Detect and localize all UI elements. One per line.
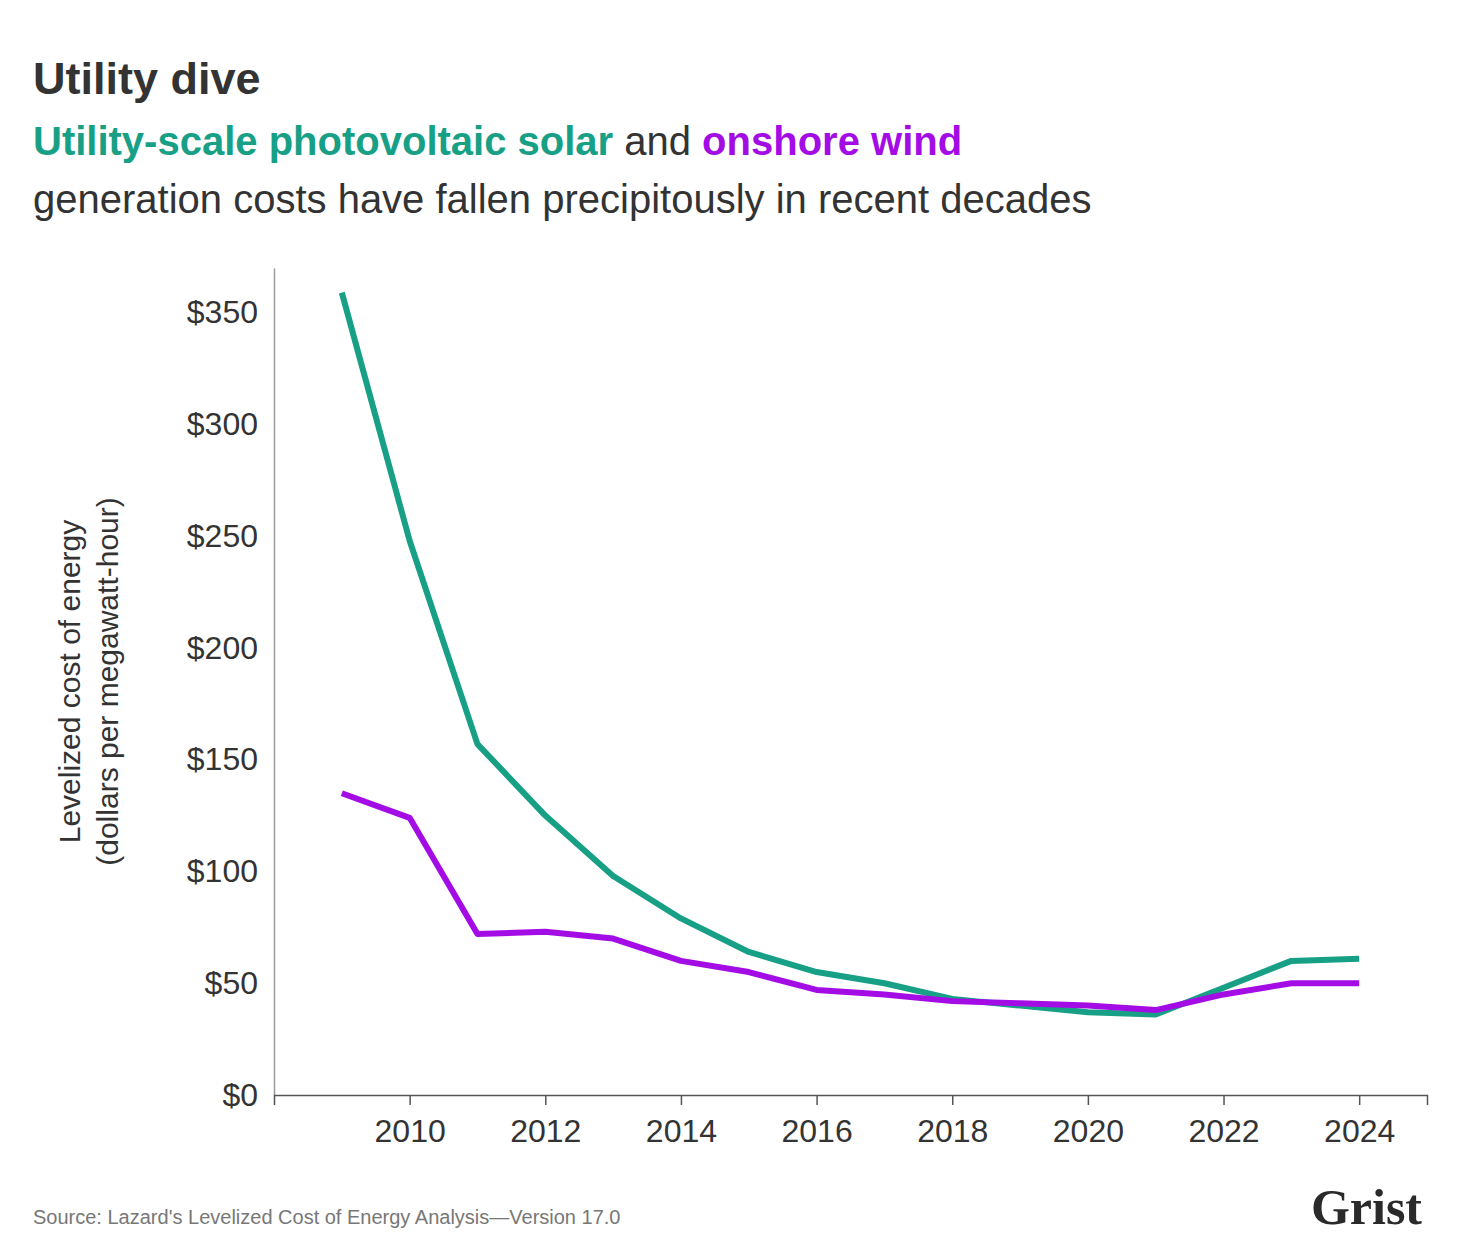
x-tick-label: 2012 <box>510 1113 581 1149</box>
x-axis-line <box>275 1096 1428 1106</box>
series-line <box>342 793 1359 1010</box>
x-tick: 2020 <box>1053 1095 1124 1149</box>
x-tick: 2022 <box>1188 1095 1259 1149</box>
y-tick-label: $150 <box>187 741 258 777</box>
chart-container: Utility dive Utility-scale photovoltaic s… <box>0 0 1459 1250</box>
y-axis-line <box>274 269 276 1096</box>
y-tick-label: $50 <box>205 965 258 1001</box>
subtitle-text: generation costs have fallen precipitous… <box>33 177 1091 221</box>
subtitle-series-name: onshore wind <box>702 119 962 163</box>
x-tick-label: 2014 <box>646 1113 717 1149</box>
subtitle-series-name: Utility-scale photovoltaic solar <box>33 119 613 163</box>
x-tick-label: 2024 <box>1324 1113 1395 1149</box>
x-tick: 2018 <box>917 1095 988 1149</box>
x-tick-label: 2018 <box>917 1113 988 1149</box>
chart-svg: Utility dive Utility-scale photovoltaic s… <box>0 0 1459 1250</box>
source: Source: Lazard's Levelized Cost of Energ… <box>33 1206 620 1228</box>
x-tick-mark <box>1088 1095 1090 1105</box>
x-axis: 2010 2012 2014 2016 2018 2020 2022 2024 <box>275 1095 1428 1149</box>
x-tick-mark <box>409 1095 411 1105</box>
y-tick: $100 <box>187 853 274 889</box>
brand-logo: Grist <box>1311 1179 1422 1235</box>
subtitle-text: and <box>613 119 702 163</box>
background <box>0 0 1459 1250</box>
y-tick: $200 <box>187 630 274 666</box>
x-tick-mark <box>952 1095 954 1105</box>
x-tick-label: 2020 <box>1053 1113 1124 1149</box>
x-tick: 2010 <box>375 1095 446 1149</box>
subtitle: Utility-scale photovoltaic solar and ons… <box>33 119 1091 221</box>
y-tick-label: $200 <box>187 630 258 666</box>
x-tick-mark <box>1223 1095 1225 1105</box>
y-tick: $50 <box>205 965 274 1001</box>
y-tick: $250 <box>187 518 274 554</box>
series-line <box>342 293 1359 1015</box>
x-tick: 2012 <box>510 1095 581 1149</box>
y-axis: $0 $50 $100 $150 $200 $250 $300 $350 <box>187 269 275 1113</box>
x-tick-mark <box>681 1095 683 1105</box>
x-tick-mark <box>1359 1095 1361 1105</box>
y-axis-title: (dollars per megawatt-hour) <box>91 497 124 865</box>
x-tick-mark <box>545 1095 547 1105</box>
y-tick: $350 <box>187 294 274 330</box>
y-tick: $0 <box>222 1077 274 1113</box>
title: Utility dive <box>33 53 261 104</box>
x-tick-label: 2016 <box>781 1113 852 1149</box>
x-tick: 2014 <box>646 1095 717 1149</box>
y-tick: $150 <box>187 741 274 777</box>
y-tick-label: $300 <box>187 406 258 442</box>
y-axis-title: Levelized cost of energy <box>53 520 86 844</box>
x-tick-mark <box>816 1095 818 1105</box>
y-tick-label: $0 <box>222 1077 258 1113</box>
x-tick: 2024 <box>1324 1095 1395 1149</box>
y-tick: $300 <box>187 406 274 442</box>
x-tick-label: 2022 <box>1188 1113 1259 1149</box>
x-tick-label: 2010 <box>375 1113 446 1149</box>
plot-area <box>342 293 1359 1015</box>
y-tick-label: $350 <box>187 294 258 330</box>
x-tick: 2016 <box>781 1095 852 1149</box>
y-tick-label: $100 <box>187 853 258 889</box>
y-tick-label: $250 <box>187 518 258 554</box>
